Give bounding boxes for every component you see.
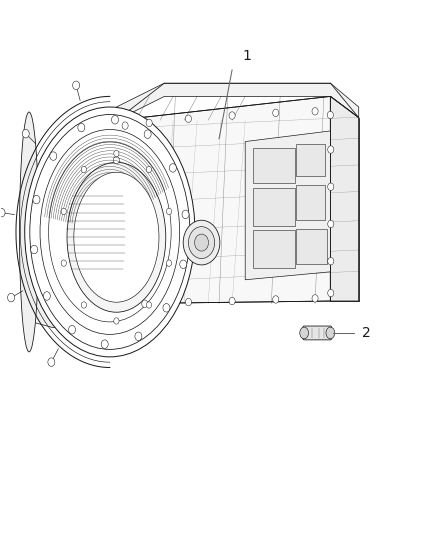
- Circle shape: [146, 119, 152, 127]
- Circle shape: [229, 112, 235, 119]
- Circle shape: [43, 292, 50, 300]
- Circle shape: [273, 296, 279, 303]
- Circle shape: [146, 302, 152, 308]
- Circle shape: [328, 257, 334, 265]
- Polygon shape: [245, 131, 330, 280]
- Circle shape: [327, 111, 333, 119]
- Text: 2: 2: [362, 326, 371, 340]
- Circle shape: [48, 358, 55, 366]
- Circle shape: [114, 150, 119, 157]
- Ellipse shape: [40, 130, 180, 334]
- Polygon shape: [117, 83, 359, 120]
- Circle shape: [183, 220, 220, 265]
- Ellipse shape: [30, 115, 190, 349]
- Circle shape: [113, 157, 120, 164]
- Ellipse shape: [67, 163, 166, 312]
- Circle shape: [73, 81, 80, 90]
- Circle shape: [142, 300, 148, 308]
- Ellipse shape: [19, 112, 39, 352]
- Circle shape: [185, 298, 191, 306]
- Circle shape: [273, 109, 279, 117]
- Ellipse shape: [300, 327, 308, 339]
- Circle shape: [312, 108, 318, 115]
- Ellipse shape: [74, 172, 159, 302]
- Circle shape: [163, 304, 170, 312]
- Circle shape: [78, 123, 85, 132]
- Polygon shape: [29, 213, 117, 328]
- FancyBboxPatch shape: [296, 185, 325, 220]
- Circle shape: [328, 220, 334, 228]
- Circle shape: [7, 293, 14, 302]
- Circle shape: [68, 326, 75, 334]
- Circle shape: [113, 247, 120, 254]
- Circle shape: [188, 227, 215, 259]
- Circle shape: [113, 201, 120, 209]
- Circle shape: [180, 260, 187, 269]
- Circle shape: [61, 260, 67, 266]
- Circle shape: [113, 289, 120, 297]
- Circle shape: [144, 130, 151, 139]
- Circle shape: [328, 183, 334, 190]
- Circle shape: [170, 164, 177, 172]
- Circle shape: [166, 208, 172, 215]
- Circle shape: [61, 208, 67, 215]
- Circle shape: [33, 196, 40, 204]
- Circle shape: [112, 116, 119, 124]
- Ellipse shape: [25, 107, 195, 357]
- FancyBboxPatch shape: [296, 229, 327, 264]
- Circle shape: [122, 122, 128, 130]
- Circle shape: [328, 146, 334, 154]
- Circle shape: [31, 245, 38, 254]
- Ellipse shape: [49, 142, 171, 322]
- Circle shape: [229, 297, 235, 305]
- Polygon shape: [330, 96, 359, 301]
- Circle shape: [194, 234, 208, 251]
- Circle shape: [22, 130, 29, 138]
- Circle shape: [114, 318, 119, 324]
- FancyBboxPatch shape: [253, 230, 294, 268]
- Circle shape: [101, 340, 108, 349]
- Circle shape: [312, 295, 318, 302]
- Circle shape: [50, 152, 57, 160]
- Circle shape: [182, 210, 189, 219]
- Polygon shape: [117, 96, 359, 304]
- Circle shape: [0, 208, 5, 217]
- Circle shape: [328, 289, 334, 297]
- Ellipse shape: [326, 327, 335, 339]
- Circle shape: [146, 166, 152, 173]
- Circle shape: [81, 166, 86, 173]
- FancyBboxPatch shape: [296, 144, 325, 176]
- Circle shape: [185, 115, 191, 123]
- Circle shape: [135, 332, 142, 341]
- FancyBboxPatch shape: [303, 326, 332, 340]
- Text: 1: 1: [242, 49, 251, 63]
- FancyBboxPatch shape: [253, 188, 294, 225]
- Circle shape: [166, 260, 172, 266]
- FancyBboxPatch shape: [253, 148, 294, 183]
- Circle shape: [81, 302, 86, 308]
